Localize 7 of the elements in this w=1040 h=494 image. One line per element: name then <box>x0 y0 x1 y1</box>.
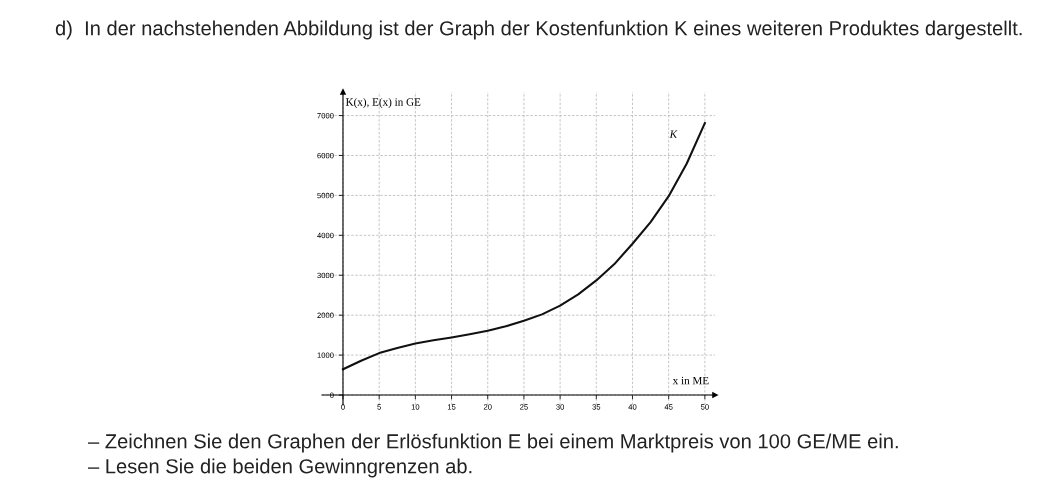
text: – Lesen Sie die beiden Gewinngrenzen ab. <box>88 458 472 478</box>
y-axis-title: K(x), E(x) in GE <box>345 97 421 108</box>
chart-title: d) In der nachstehenden Abbildung ist der Graph der Kostenfunktion K eines weiteren Produktes dargestellt. <box>55 20 1022 40</box>
text: – Zeichnen Sie den Graphen der Erlösfunktion E bei einem Marktpreis von 100 GE/ME ein. <box>88 433 898 453</box>
series-label: K <box>669 130 678 138</box>
x-axis-title: x in ME <box>672 376 709 385</box>
line-series <box>341 122 706 371</box>
